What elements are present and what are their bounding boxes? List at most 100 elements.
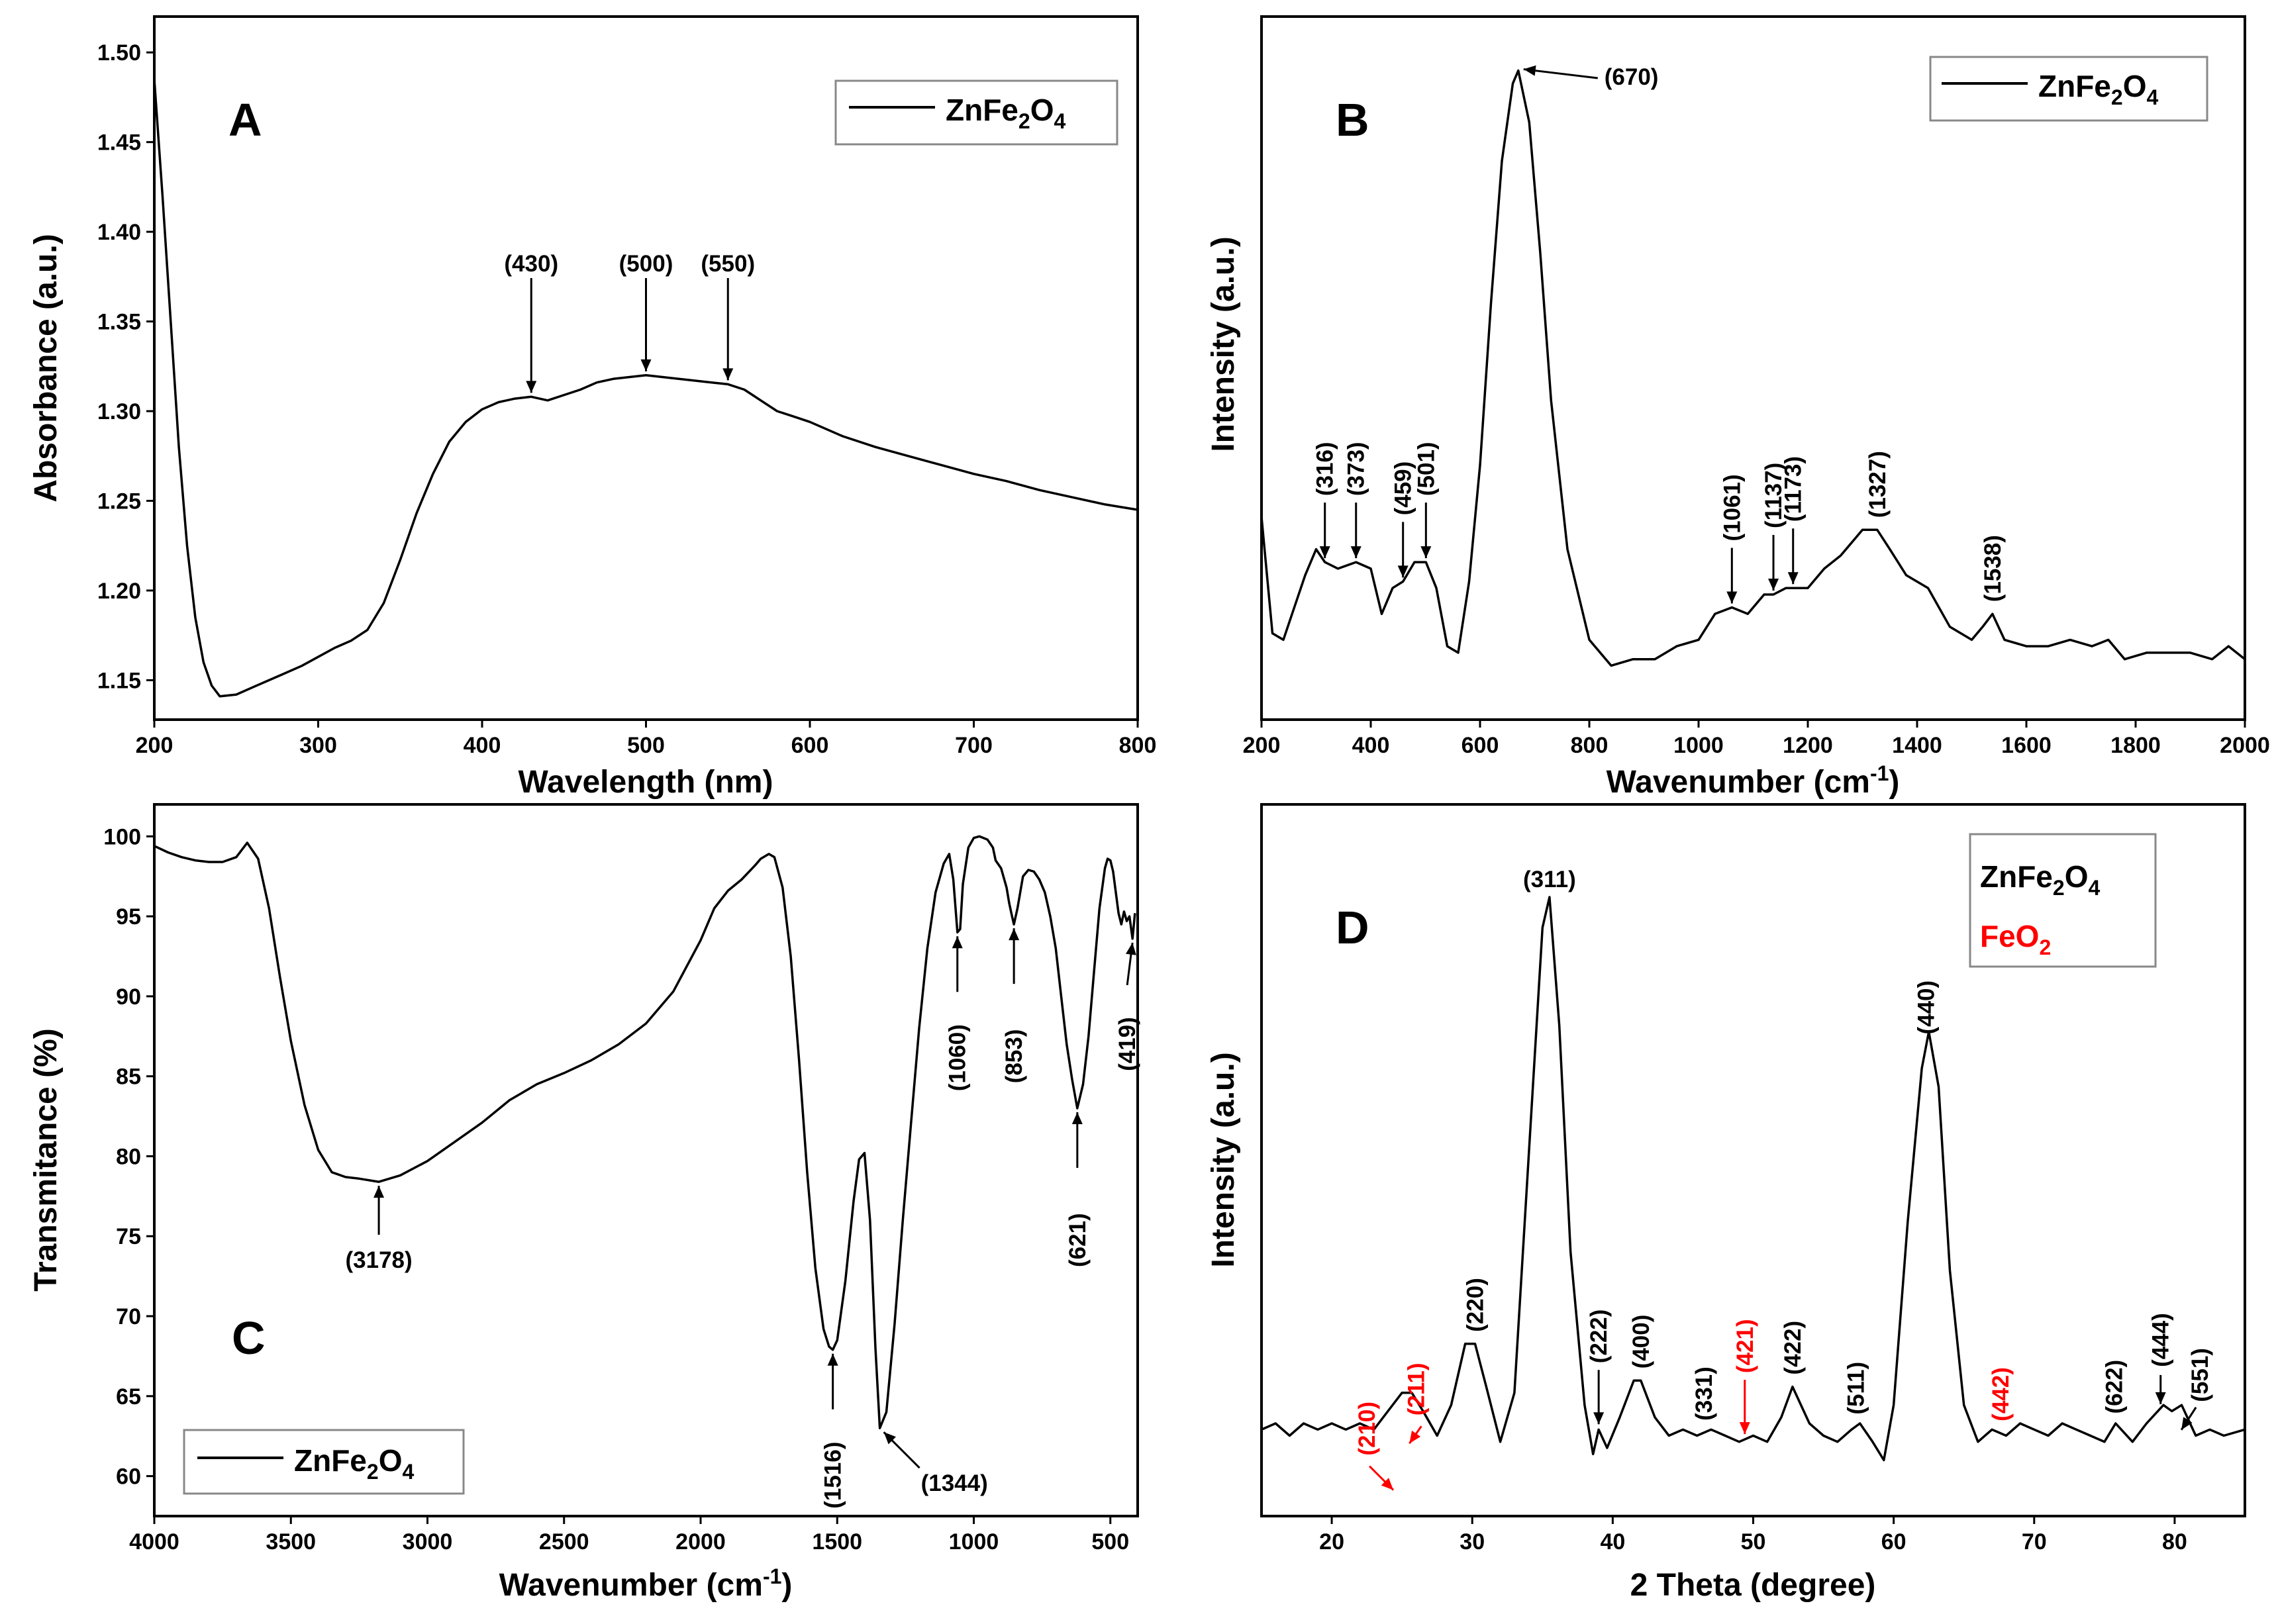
panel-b-x-tick-label: 1800	[2110, 733, 2161, 758]
panel-d-x-tick-label: 50	[1741, 1529, 1766, 1554]
panel-c-y-tick-label: 65	[116, 1384, 141, 1409]
panel-a-x-ticks: 200 300 400 500 600 700 800	[136, 720, 1157, 758]
panel-c-x-tick-label: 4000	[129, 1529, 179, 1554]
panel-a-y-tick-label: 1.45	[97, 130, 141, 156]
panel-d-annotation-arrow-head	[1381, 1478, 1394, 1490]
panel-b-annotation-label: (459)	[1391, 461, 1416, 516]
panel-d: 20 30 40 50 60 70 80 (311) (210) (211) (220) (222)…	[1206, 803, 2246, 1603]
panel-c-y-tick-label: 95	[116, 904, 141, 930]
panel-c-annotation-arrow-head	[1071, 1112, 1083, 1124]
panel-c-annotation-label: (853)	[1001, 1029, 1027, 1083]
panel-a-x-tick-label: 700	[955, 733, 993, 758]
panel-c-x-tick-label: 500	[1091, 1529, 1129, 1554]
panel-a-legend-label: ZnFe2O4	[946, 93, 1065, 133]
panel-a-x-tick-label: 800	[1119, 733, 1157, 758]
panel-a-annotation-label: (500)	[619, 251, 673, 277]
panel-d-letter: D	[1336, 902, 1369, 953]
panel-a-x-tick-label: 400	[464, 733, 501, 758]
panel-a-y-tick-label: 1.50	[97, 40, 141, 66]
panel-c-x-tick-label: 1000	[949, 1529, 999, 1554]
panel-a-x-tick-label: 300	[299, 733, 337, 758]
panel-c-annotation-label: (1344)	[921, 1470, 988, 1496]
panel-c-legend: ZnFe2O4	[183, 1429, 465, 1495]
panel-b-x-tick-label: 800	[1571, 733, 1609, 758]
panel-c-band-annotations: (3178) (1516) (1344) (1060) (853) (621) (419)	[345, 928, 1140, 1509]
panel-b-letter: B	[1336, 94, 1369, 146]
panel-a-y-tick-label: 1.15	[97, 668, 141, 693]
panel-b-annotation-arrow-head	[1397, 565, 1409, 578]
panel-c-y-tick-label: 85	[116, 1065, 141, 1090]
panel-c-annotation-arrow-head	[952, 936, 963, 949]
panel-b-annotation-label: (1173)	[1781, 456, 1807, 522]
panel-b-annotation-arrow-head	[1350, 546, 1362, 559]
panel-a-x-axis-label: Wavelength (nm)	[519, 765, 773, 800]
panel-b-y-axis-label: Intensity (a.u.)	[1206, 236, 1241, 452]
panel-a-annotation-arrow-head	[640, 359, 652, 371]
panel-c-frame	[153, 803, 1139, 1517]
panel-c-y-ticks: 60 65 70 75 80 85 90 95 100	[103, 824, 154, 1490]
panel-d-legend-label-feo2: FeO2	[1980, 919, 2051, 959]
panel-b-x-tick-label: 200	[1243, 733, 1281, 758]
panel-d-annotation-label: (551)	[2187, 1348, 2213, 1402]
panel-c-annotation-label: (1516)	[820, 1442, 846, 1509]
panel-d-x-ticks: 20 30 40 50 60 70 80	[1319, 1516, 2187, 1554]
panel-d-x-axis-label: 2 Theta (degree)	[1630, 1568, 1876, 1603]
panel-d-annotation-arrow-head	[2155, 1392, 2166, 1404]
panel-c-y-tick-label: 70	[116, 1304, 141, 1329]
panel-d-annotation-label: (222)	[1586, 1310, 1612, 1364]
panel-b-legend: ZnFe2O4	[1929, 56, 2208, 122]
panel-c-annotation-label: (419)	[1114, 1017, 1140, 1071]
panel-d-peak-annotations: (311) (210) (211) (220) (222) (400) (331) (421)…	[1354, 867, 2213, 1491]
panel-b-x-tick-label: 400	[1352, 733, 1390, 758]
panel-b-annotation-label: (1327)	[1865, 451, 1891, 518]
panel-b-legend-label: ZnFe2O4	[2038, 69, 2158, 109]
panel-d-y-axis-label: Intensity (a.u.)	[1206, 1052, 1241, 1267]
panel-a-absorbance-curve	[153, 79, 1138, 698]
panel-b-annotation-label: (1061)	[1719, 474, 1745, 541]
panel-b-annotation-arrow-head	[1726, 591, 1738, 604]
panel-b-legend-box	[1929, 56, 2208, 122]
panel-b-peak-annotations: (670) (316) (373) (459)(501) (1061) (1137)(11…	[1312, 64, 2006, 604]
panel-c-x-tick-label: 1500	[812, 1529, 862, 1554]
panel-b-annotation-arrow-shaft	[1523, 68, 1598, 79]
panel-b-annotation-arrow-head	[1420, 546, 1432, 559]
panel-a-peak-annotations: (430) (500) (550)	[504, 251, 755, 393]
panel-c-annotation-label: (1060)	[945, 1024, 971, 1091]
panel-d-annotation-label: (442)	[1988, 1367, 2014, 1421]
panel-a-y-tick-label: 1.40	[97, 220, 141, 245]
panel-d-annotation-label: (421)	[1732, 1319, 1758, 1373]
panel-d-x-tick-label: 80	[2162, 1529, 2187, 1554]
panel-d-legend-label-znfe2o4: ZnFe2O4	[1980, 859, 2100, 900]
panel-a-y-tick-label: 1.30	[97, 399, 141, 424]
panel-c-x-ticks: 4000 3500 3000 2500 2000 1500 1000 500	[129, 1516, 1129, 1554]
panel-c-y-tick-label: 100	[103, 824, 141, 849]
panel-d-annotation-arrow-head	[1593, 1412, 1605, 1425]
panel-a-annotation-label: (550)	[701, 251, 755, 277]
panel-a-legend: ZnFe2O4	[834, 79, 1118, 146]
panel-b-annotation-label: (373)	[1344, 442, 1369, 496]
panel-d-x-tick-label: 20	[1319, 1529, 1344, 1554]
panel-c-y-axis-label: Transmitance (%)	[28, 1028, 64, 1291]
panel-c-x-tick-label: 2500	[539, 1529, 589, 1554]
panel-a-annotation-arrow-head	[722, 368, 734, 381]
panel-c: 60 65 70 75 80 85 90 95 100 4000 3500 3000 2500 2000…	[28, 803, 1140, 1603]
panel-d-xrd-curve	[1261, 896, 2246, 1462]
panel-b-annotation-arrow-head	[1787, 572, 1799, 585]
panel-c-annotation-arrow-head	[883, 1432, 896, 1445]
panel-d-annotation-label: (400)	[1628, 1315, 1654, 1369]
panel-d-x-tick-label: 60	[1881, 1529, 1907, 1554]
panel-b-annotation-arrow-head	[1768, 578, 1779, 591]
panel-d-annotation-label: (440)	[1913, 980, 1939, 1035]
panel-c-x-tick-label: 2000	[675, 1529, 726, 1554]
panel-a-y-tick-label: 1.25	[97, 489, 141, 514]
panel-a-y-tick-label: 1.35	[97, 310, 141, 335]
panel-d-annotation-label: (622)	[2102, 1360, 2128, 1414]
panel-a-x-tick-label: 200	[136, 733, 173, 758]
panel-d-annotation-arrow-head	[2181, 1417, 2193, 1430]
panel-c-y-tick-label: 90	[116, 984, 141, 1010]
panel-d-legend: ZnFe2O4 FeO2	[1969, 833, 2157, 968]
panel-d-annotation-label: (311)	[1523, 867, 1576, 892]
panel-d-annotation-arrow-head	[1739, 1422, 1750, 1435]
panel-d-annotation-label: (444)	[2148, 1313, 2174, 1367]
